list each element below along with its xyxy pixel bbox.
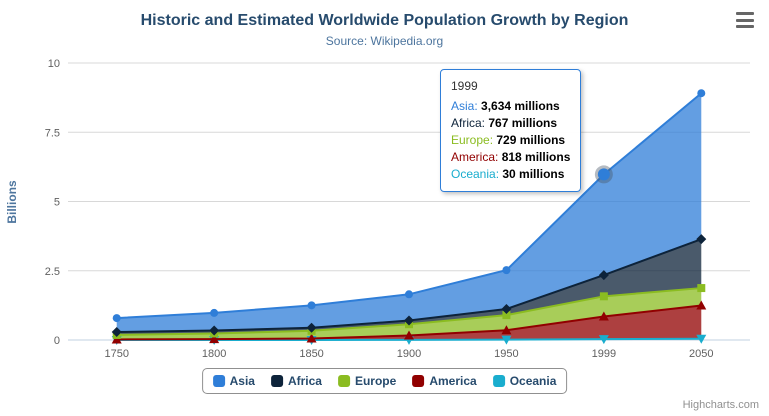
x-axis-tick-label: 2050 [689,348,713,360]
area-america [116,305,702,340]
marker-europe-1950[interactable] [502,311,511,320]
export-menu-icon[interactable] [733,10,757,30]
y-axis-tick-label: 5 [54,197,60,209]
legend-item-asia[interactable]: Asia [212,374,255,388]
marker-europe-2050[interactable] [697,284,706,293]
marker-africa-1800[interactable] [209,325,220,336]
legend-label: Africa [287,374,322,388]
chart-subtitle: Source: Wikipedia.org [325,34,444,48]
legend-label: America [429,374,477,388]
marker-america-1800[interactable] [209,334,220,344]
marker-america-1900[interactable] [404,330,414,340]
legend-label: Oceania [509,374,557,388]
marker-oceania-1999[interactable] [598,335,609,345]
x-axis-tick-label: 1950 [494,348,518,360]
marker-america-1750[interactable] [111,334,122,344]
marker-america-1999[interactable] [598,311,609,321]
area-asia [116,93,702,332]
marker-africa-1750[interactable] [111,326,122,337]
marker-oceania-2050[interactable] [696,334,707,344]
y-axis-tick-label: 0 [54,335,60,347]
burger-bar [736,12,754,15]
x-axis-tick-label: 1999 [592,348,616,360]
marker-america-1950[interactable] [501,325,512,335]
legend-label: Asia [229,374,255,388]
marker-asia-2050[interactable] [697,89,706,98]
legend-symbol-asia [212,375,225,387]
y-axis-tick-label: 2.5 [45,266,60,278]
legend-symbol-america [412,375,425,387]
legend: Asia Africa Europe America Oceania [201,368,568,394]
legend-label: Europe [354,374,397,388]
marker-africa-1999[interactable] [598,270,609,281]
marker-europe-1999[interactable] [599,292,608,301]
marker-asia-1999[interactable] [597,168,610,181]
legend-symbol-africa [270,375,283,387]
marker-africa-1950[interactable] [501,303,512,314]
legend-item-africa[interactable]: Africa [270,374,322,388]
marker-america-2050[interactable] [696,300,707,310]
y-axis-tick-label: 10 [48,58,60,70]
marker-africa-2050[interactable] [696,234,707,245]
x-axis-tick-label: 1900 [397,348,421,360]
marker-asia-1950[interactable] [502,266,511,275]
legend-item-america[interactable]: America [412,374,477,388]
marker-oceania-1950[interactable] [501,335,512,345]
marker-africa-1850[interactable] [306,322,317,333]
x-axis-tick-label: 1750 [104,348,128,360]
legend-symbol-oceania [492,375,505,387]
marker-africa-1900[interactable] [404,315,414,326]
marker-asia-1850[interactable] [307,301,316,310]
legend-symbol-europe [337,375,350,387]
y-axis-tick-label: 7.5 [45,127,60,139]
marker-america-1850[interactable] [306,333,317,343]
x-axis-tick-label: 1850 [299,348,323,360]
credits-link[interactable]: Highcharts.com [682,399,759,411]
x-axis-tick-label: 1800 [202,348,226,360]
burger-bar [736,25,754,28]
legend-item-europe[interactable]: Europe [337,374,397,388]
y-axis-title: Billions [5,180,19,224]
marker-asia-1800[interactable] [210,308,219,317]
chart-title: Historic and Estimated Worldwide Populat… [140,12,629,29]
legend-item-oceania[interactable]: Oceania [492,374,557,388]
marker-asia-1750[interactable] [112,314,121,323]
burger-bar [736,18,754,22]
marker-asia-1900[interactable] [405,290,413,299]
area-africa [116,239,702,335]
